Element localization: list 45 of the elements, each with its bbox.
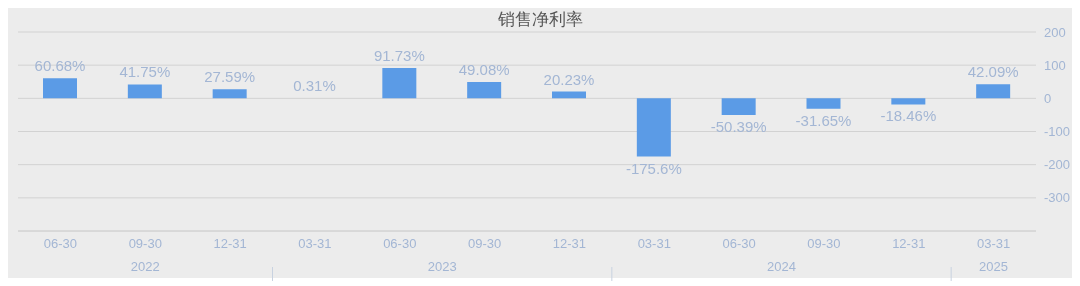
data-label: -31.65%	[795, 111, 852, 129]
data-label: 42.09%	[967, 63, 1019, 81]
y-tick-label: -200	[1044, 157, 1071, 173]
bar	[891, 98, 926, 105]
data-label: -18.46%	[880, 107, 937, 125]
x-tick-label: 03-31	[976, 236, 1011, 252]
data-label: 0.31%	[293, 77, 336, 95]
bar	[382, 67, 417, 99]
x-tick-label: 12-31	[892, 236, 926, 252]
x-tick-label: 09-30	[807, 236, 841, 252]
text: 2022	[130, 259, 160, 274]
bar	[721, 98, 756, 116]
y-tick-label: 0	[1044, 90, 1052, 106]
bar	[636, 98, 671, 157]
x-tick-label: 12-31	[213, 236, 247, 252]
x-tick-label: 06-30	[43, 236, 78, 252]
bar	[467, 82, 502, 99]
bar	[127, 84, 162, 99]
data-label: 60.68%	[34, 57, 86, 75]
bar	[806, 98, 841, 109]
data-label: 41.75%	[119, 63, 171, 81]
data-label: 27.59%	[204, 68, 256, 86]
x-tick-label: 03-31	[298, 236, 332, 252]
data-label: 20.23%	[543, 70, 595, 88]
y-tick-label: -100	[1044, 124, 1071, 140]
data-label: -175.6%	[625, 159, 682, 177]
x-tick-label: 03-31	[637, 236, 671, 252]
x-tick-label: 06-30	[383, 236, 417, 252]
x-tick-label: 09-30	[467, 236, 502, 252]
y-tick-label: -300	[1044, 190, 1071, 206]
text: 2025	[979, 259, 1009, 274]
text: 2023	[427, 259, 457, 274]
bar	[212, 89, 247, 99]
text: 2024	[767, 259, 796, 274]
data-label: 49.08%	[458, 61, 510, 79]
data-label: 91.73%	[373, 46, 425, 64]
bar	[43, 78, 77, 99]
y-tick-label: 200	[1044, 24, 1066, 40]
x-tick-label: 12-31	[552, 236, 587, 252]
x-tick-label: 09-30	[128, 236, 162, 252]
chart-title: 销售净利率	[497, 10, 583, 29]
data-label: -50.39%	[710, 118, 767, 136]
y-tick-label: 100	[1044, 57, 1066, 73]
bar	[976, 84, 1011, 99]
x-tick-label: 06-30	[722, 236, 756, 252]
